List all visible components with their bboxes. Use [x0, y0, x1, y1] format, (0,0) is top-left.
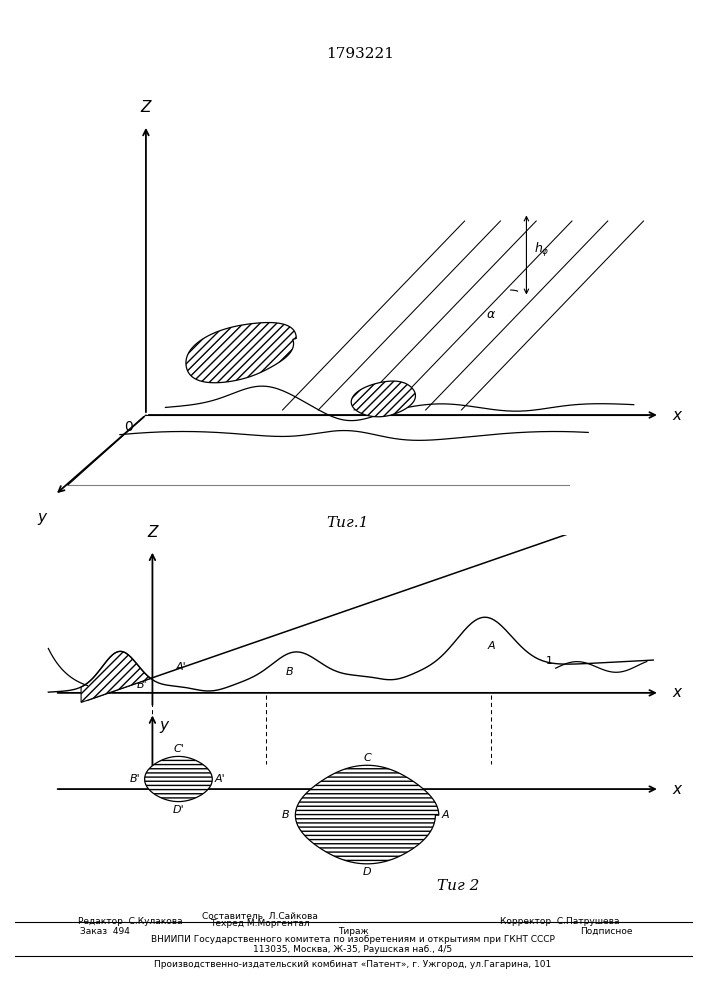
Text: 0: 0 [124, 420, 133, 434]
Text: Корректор  С.Патрушева: Корректор С.Патрушева [501, 917, 620, 926]
Text: Τиг 2: Τиг 2 [437, 879, 479, 893]
Text: Τиг.1: Τиг.1 [327, 516, 369, 530]
Text: y: y [37, 510, 47, 525]
Text: Техред М.Моргентал: Техред М.Моргентал [210, 919, 310, 928]
Text: Заказ  494: Заказ 494 [80, 927, 130, 936]
Text: Z: Z [147, 525, 158, 540]
Polygon shape [186, 323, 296, 383]
Text: 1: 1 [546, 656, 553, 666]
Text: B': B' [130, 774, 141, 784]
Text: Подписное: Подписное [580, 927, 633, 936]
Text: B: B [286, 667, 293, 677]
Polygon shape [296, 765, 439, 864]
Text: 113035, Москва, Ж-35, Раушская наб., 4/5: 113035, Москва, Ж-35, Раушская наб., 4/5 [253, 945, 452, 954]
Text: y: y [159, 718, 168, 733]
Text: C: C [363, 753, 371, 763]
Text: Тираж: Тираж [338, 927, 368, 936]
Polygon shape [81, 651, 150, 702]
Text: x: x [673, 782, 682, 797]
Text: A: A [487, 641, 495, 651]
Text: Производственно-издательский комбинат «Патент», г. Ужгород, ул.Гагарина, 101: Производственно-издательский комбинат «П… [154, 960, 551, 969]
Text: Составитель  Л.Сайкова: Составитель Л.Сайкова [202, 912, 318, 921]
Text: Z: Z [141, 100, 151, 115]
Text: 1793221: 1793221 [327, 47, 395, 62]
Text: ВНИИПИ Государственного комитета по изобретениям и открытиям при ГКНТ СССР: ВНИИПИ Государственного комитета по изоб… [151, 935, 555, 944]
Polygon shape [145, 756, 212, 802]
Text: A': A' [215, 774, 226, 784]
Text: A: A [442, 810, 450, 820]
Text: A': A' [175, 662, 186, 672]
Text: $h_\varphi$: $h_\varphi$ [534, 241, 550, 259]
Text: C': C' [173, 744, 184, 754]
Text: x: x [673, 685, 682, 700]
Text: D': D' [173, 805, 185, 815]
Text: B: B [281, 810, 289, 820]
Text: x: x [673, 408, 682, 422]
Polygon shape [351, 381, 416, 417]
Text: B': B' [136, 680, 147, 690]
Text: $\alpha$: $\alpha$ [486, 308, 496, 322]
Text: Редактор  С.Кулакова: Редактор С.Кулакова [78, 917, 182, 926]
Text: D: D [363, 867, 371, 877]
